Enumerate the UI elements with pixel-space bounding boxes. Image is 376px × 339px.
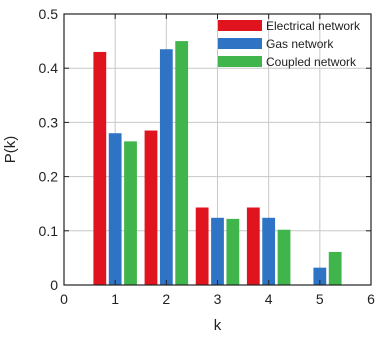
y-axis-title: P(k) xyxy=(2,136,19,164)
y-tick-label: 0.4 xyxy=(39,60,59,76)
bar xyxy=(246,207,260,285)
bar xyxy=(159,49,173,286)
y-tick-label: 0.2 xyxy=(39,169,59,185)
bar xyxy=(313,267,327,285)
axis-ticks: 0 1 2 3 4 5 6 0 0.1 0.2 0.3 0.4 0.5 xyxy=(39,6,376,307)
bar xyxy=(226,218,240,285)
bar xyxy=(277,229,291,285)
x-tick-label: 4 xyxy=(265,291,273,307)
x-tick-label: 3 xyxy=(214,291,222,307)
bars xyxy=(93,41,342,286)
bar xyxy=(262,217,276,285)
legend-label-electrical: Electrical network xyxy=(266,19,361,33)
x-tick-label: 2 xyxy=(162,291,170,307)
legend-swatch-gas xyxy=(218,38,262,49)
bar xyxy=(328,251,342,285)
x-tick-label: 6 xyxy=(367,291,375,307)
legend: Electrical network Gas network Coupled n… xyxy=(218,19,361,69)
bar xyxy=(144,130,158,285)
y-tick-label: 0.3 xyxy=(39,114,59,130)
y-tick-label: 0.5 xyxy=(39,6,59,22)
legend-swatch-coupled xyxy=(218,56,262,67)
bar xyxy=(175,41,189,285)
x-tick-label: 1 xyxy=(111,291,119,307)
bar xyxy=(211,217,224,285)
bar xyxy=(108,133,122,285)
y-tick-label: 0.1 xyxy=(39,223,59,239)
legend-label-coupled: Coupled network xyxy=(266,55,357,69)
legend-swatch-electrical xyxy=(218,20,262,31)
y-tick-label: 0 xyxy=(50,277,58,293)
bar xyxy=(93,51,107,285)
x-axis-title: k xyxy=(214,317,222,334)
x-tick-label: 0 xyxy=(60,291,68,307)
legend-label-gas: Gas network xyxy=(266,37,334,51)
x-tick-label: 5 xyxy=(316,291,324,307)
bar xyxy=(124,141,137,285)
bar xyxy=(195,207,209,285)
